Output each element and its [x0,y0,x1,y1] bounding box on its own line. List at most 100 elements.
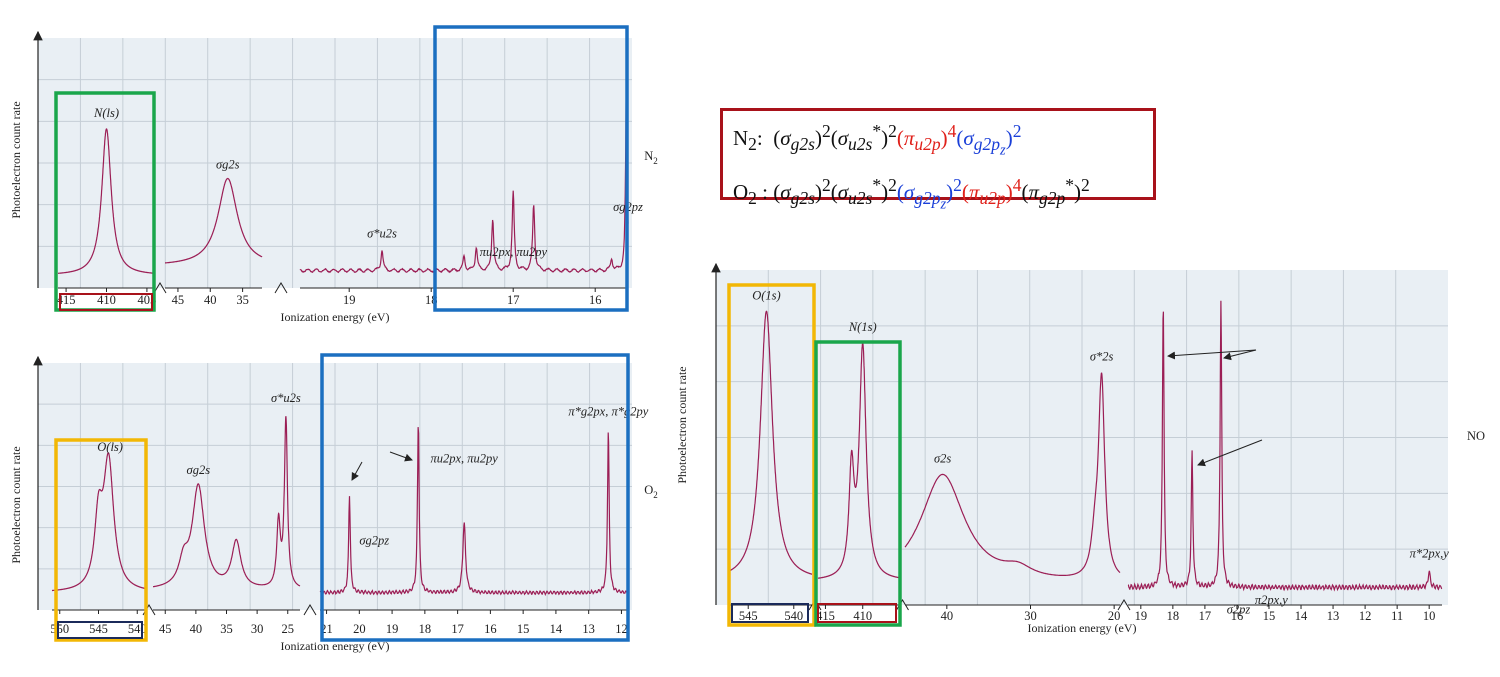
y-axis-label: Photoelectron count rate [9,446,23,563]
x-tick-label: 17 [507,293,520,307]
molecule-label: N2 [644,149,658,166]
grid-lines [38,38,632,288]
peak-label: σg2s [216,158,240,172]
peak-label: σ*u2s [271,391,301,405]
x-tick-label: 545 [89,622,108,636]
sigma2pz-arrow-left [1167,349,1257,360]
x-tick-label: 11 [1391,609,1403,623]
n2-n1s-tick-box [59,293,153,311]
axis-break-mark [153,282,167,294]
y-axis-label: Photoelectron count rate [9,101,23,218]
x-tick-label: 12 [1359,609,1372,623]
valence-box-o2 [320,353,630,642]
peak-label: N(1s) [848,320,877,334]
x-tick-label: 19 [1135,609,1148,623]
molecule-symbol: N [644,149,653,163]
x-tick-label: 25 [282,622,295,636]
peak-label: σ*u2s [367,226,397,240]
molecule-subscript: 2 [653,156,658,166]
x-tick-label: 12 [615,622,628,636]
molecule-symbol: O [644,483,653,497]
sigma2pz-arrow-right [1223,349,1257,361]
spectrum-curve [153,416,301,588]
x-tick-label: 15 [517,622,530,636]
spectrum-curve [165,177,263,264]
peak-label: O(1s) [752,288,780,302]
x-tick-label: 545 [739,609,758,623]
peak-label: π*g2px, π*g2py [568,405,648,419]
x-tick-label: 40 [941,609,954,623]
no-n1s-tick-box [817,603,897,623]
spectrum-curve [904,372,1121,576]
peak-label: N(ls) [93,106,119,120]
x-tick-label: 10 [1423,609,1436,623]
x-tick-label: 16 [1231,609,1244,623]
x-tick-label: 40 [204,293,217,307]
peak-label: σ*2s [1090,350,1114,364]
x-tick-label: 19 [386,622,399,636]
x-tick-label: 14 [550,622,563,636]
x-tick-label: 415 [816,609,835,623]
x-tick-label: 35 [220,622,233,636]
x-tick-label: 540 [784,609,803,623]
o2-photoelectron-chart: 550 545 540 45 40 35 30 25 21 20 19 18 17 16 15 14 13 12O… [9,355,658,653]
spectrum-curve [729,310,813,575]
peak-label: π2px,y [1255,593,1288,607]
x-tick-label: 13 [1327,609,1340,623]
x-tick-label: 45 [172,293,185,307]
x-tick-label: 540 [128,622,147,636]
x-tick-label: 20 [1108,609,1121,623]
molecule-label: NO [1467,429,1485,443]
valence-box-n2 [433,25,629,312]
x-axis-label: Ionization energy (eV) [1027,621,1136,635]
peak-label: πu2px, πu2py [480,245,548,259]
x-tick-label: 13 [582,622,595,636]
no-photoelectron-chart: 545 540 415 410 40 30 20 19 18 17 16 15 14 13 12 11 10 NO… [675,262,1485,635]
grid-lines [716,270,1448,605]
spectrum-curve [58,128,155,274]
x-tick-label: 17 [1199,609,1212,623]
o2-sigma-arrow-left [351,461,363,481]
x-tick-label: 45 [159,622,172,636]
axis-break-mark [1117,599,1131,611]
peak-label: σ2pz [1227,603,1251,617]
peak-label: πu2px, πu2py [430,452,498,466]
x-tick-label: 30 [251,622,264,636]
x-tick-label: 415 [57,293,76,307]
x-tick-label: 16 [484,622,497,636]
x-tick-label: 550 [50,622,69,636]
x-tick-label: 19 [343,293,356,307]
electron-configuration-box: N2: (σg2s)2(σu2s*)2(πu2p)4(σg2pz)2 O2 : … [720,108,1156,212]
o2-sigma-arrow-right [389,451,413,462]
x-axis-label: Ionization energy (eV) [280,310,389,324]
pi2pxy-arrow [1197,439,1263,467]
x-axis-label: Ionization energy (eV) [280,639,389,653]
x-tick-label: 18 [419,622,432,636]
molecule-label: O2 [644,483,658,500]
spectrum-curve [1127,300,1443,592]
x-tick-label: 14 [1295,609,1308,623]
axis-break-mark [274,282,288,294]
x-tick-label: 20 [353,622,366,636]
axis-break-mark [303,604,317,616]
x-tick-label: 30 [1024,609,1037,623]
o2-configuration: O2 : (σg2s)2(σu2s*)2(σg2pz)2(πu2p)4(πg2p… [733,174,1090,213]
peak-label: σ2s [934,451,951,465]
spectrum-curve [818,342,901,579]
highlight-boxes [54,25,902,642]
molecule-subscript: 2 [653,490,658,500]
spectrum-curve [319,427,629,597]
molecule-symbol: NO [1467,429,1485,443]
no-o1s-tick-box [731,603,809,623]
x-tick-label: 35 [236,293,249,307]
grid-lines [38,363,632,610]
x-tick-label: 40 [190,622,203,636]
peak-label: σg2pz [359,534,389,548]
n2-configuration: N2: (σg2s)2(σu2s*)2(πu2p)4(σg2pz)2 [733,121,1022,159]
x-tick-label: 17 [451,622,464,636]
peak-label: σg2s [187,463,211,477]
peak-label: O(ls) [97,440,123,454]
peak-label: π*2px,y [1410,546,1450,560]
